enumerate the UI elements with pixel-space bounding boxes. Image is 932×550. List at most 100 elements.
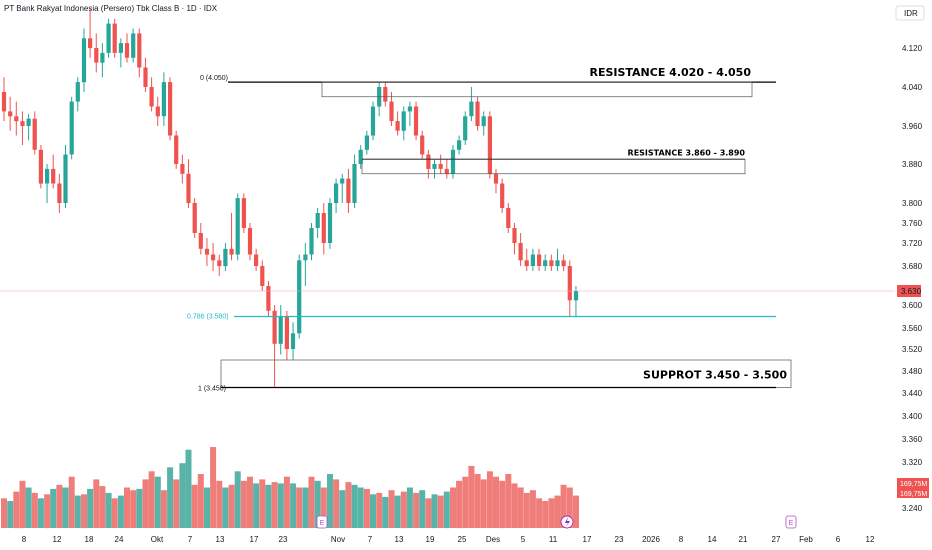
candle [192, 198, 197, 238]
volume-bar [240, 480, 247, 529]
volume-bar [394, 495, 401, 528]
earnings-marker-icon[interactable]: E [316, 515, 328, 529]
candle [180, 154, 185, 184]
time-tick-label: 7 [188, 535, 193, 544]
time-tick-label: 6 [836, 535, 841, 544]
volume-bar [536, 498, 543, 528]
time-axis: 8 12 18 24 Okt 7 13 17 23 Nov 7 13 19 25 Des 5 11 17 23 202… [22, 535, 875, 544]
price-tick-label: 4.040 [902, 83, 923, 92]
volume-bar [357, 487, 364, 528]
volume-bar [382, 496, 389, 528]
candle [561, 254, 566, 271]
earnings-marker-label: E [789, 520, 794, 527]
candle [426, 149, 431, 179]
candle [174, 130, 179, 169]
volume-bar [265, 484, 272, 528]
candle [32, 111, 37, 155]
volume-bar [363, 488, 370, 528]
volume-bar [566, 487, 573, 528]
volume-badge: 169,75M [897, 478, 929, 488]
candle [303, 243, 308, 286]
candle [530, 248, 535, 271]
price-tick-label: 3.240 [902, 504, 923, 513]
volume-bar [117, 495, 124, 528]
candle [69, 96, 74, 160]
volume-bar [1, 498, 7, 528]
time-tick-label: Feb [799, 535, 813, 544]
time-tick-label: 8 [679, 535, 684, 544]
time-tick-label: 14 [708, 535, 717, 544]
candle [168, 77, 173, 141]
time-tick-label: 12 [53, 535, 62, 544]
time-tick-label: 7 [368, 535, 373, 544]
earnings-marker-icon[interactable]: E [785, 515, 797, 529]
volume-bar [443, 491, 450, 529]
volume-bar [419, 490, 426, 528]
volume-bar [74, 495, 81, 528]
price-tick-label: 3.800 [902, 199, 923, 208]
volume-badge-label: 169,75M [900, 481, 927, 488]
candle [487, 111, 492, 179]
candle [383, 82, 388, 107]
volume-bar [247, 476, 253, 528]
candle [118, 38, 123, 68]
candles [1, 9, 579, 388]
candle [241, 193, 246, 233]
time-tick-label: 12 [866, 535, 875, 544]
volume-bar [105, 492, 112, 528]
candle [401, 106, 406, 141]
time-tick-label: 13 [216, 535, 225, 544]
volume-bar [93, 479, 100, 528]
time-tick-label: 8 [22, 535, 27, 544]
price-tick-label: 3.320 [902, 458, 923, 467]
volume-bar [44, 494, 51, 529]
volume-bar [450, 487, 456, 528]
volume-bar [167, 467, 174, 529]
resistance-box-main [321, 81, 753, 98]
volume-badge-label: 169,75M [900, 491, 927, 498]
volume-bar [81, 494, 87, 529]
price-tick-label: 3.360 [902, 435, 923, 444]
price-tick-label: 3.440 [902, 389, 923, 398]
candle [81, 28, 87, 92]
volume-bar [370, 494, 376, 529]
candle [407, 101, 412, 126]
time-tick-label: 23 [279, 535, 288, 544]
fib-1-label: 1 (3.450) [198, 386, 226, 393]
candle [254, 248, 259, 271]
candle [370, 101, 376, 141]
time-tick-label: Nov [331, 535, 345, 544]
candle [223, 243, 228, 271]
volume-bar [480, 479, 487, 528]
candle [463, 111, 468, 145]
volume-bars [1, 447, 579, 529]
candle [506, 203, 511, 233]
volume-bar [413, 492, 420, 528]
candle [377, 82, 382, 117]
candle [346, 168, 351, 213]
candle [537, 248, 542, 271]
earnings-marker-label: E [320, 520, 325, 527]
price-tick-label: 3.880 [902, 160, 923, 169]
price-tick-label: 3.400 [902, 412, 923, 421]
volume-bar [560, 484, 567, 528]
volume-bar [327, 474, 333, 528]
volume-bar [210, 447, 217, 528]
candle [290, 322, 296, 360]
candle [266, 281, 271, 317]
candle [420, 130, 425, 160]
volume-bar [259, 479, 266, 528]
candle [45, 164, 50, 203]
price-tick-label: 3.760 [902, 219, 923, 228]
candle [334, 178, 339, 213]
volume-bar [56, 484, 63, 528]
lightning-icon[interactable] [560, 515, 574, 529]
volume-bar [406, 487, 413, 528]
candle [137, 28, 142, 78]
time-tick-label: 18 [85, 535, 94, 544]
candle [450, 145, 456, 179]
price-tick-label: 3.960 [902, 122, 923, 131]
candle [260, 260, 265, 291]
